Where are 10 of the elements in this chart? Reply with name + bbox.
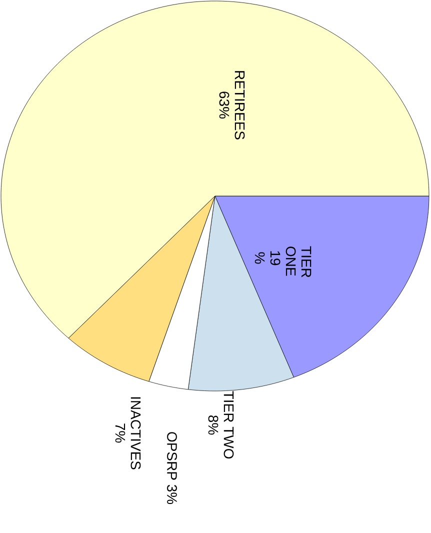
data-label: 7% [115,424,126,443]
data-label: 63% [219,92,230,119]
data-label: 3% [167,484,177,504]
slice-label: INACTIVES [130,397,141,470]
data-label: 8% [208,415,218,435]
slice-label: RETIREES [234,71,245,140]
data-label: 19 % [254,251,280,266]
slice-label: TIER TWO [224,391,234,459]
slice-label: TIER ONE [286,246,312,278]
slice-label: OPSRP [167,432,177,480]
